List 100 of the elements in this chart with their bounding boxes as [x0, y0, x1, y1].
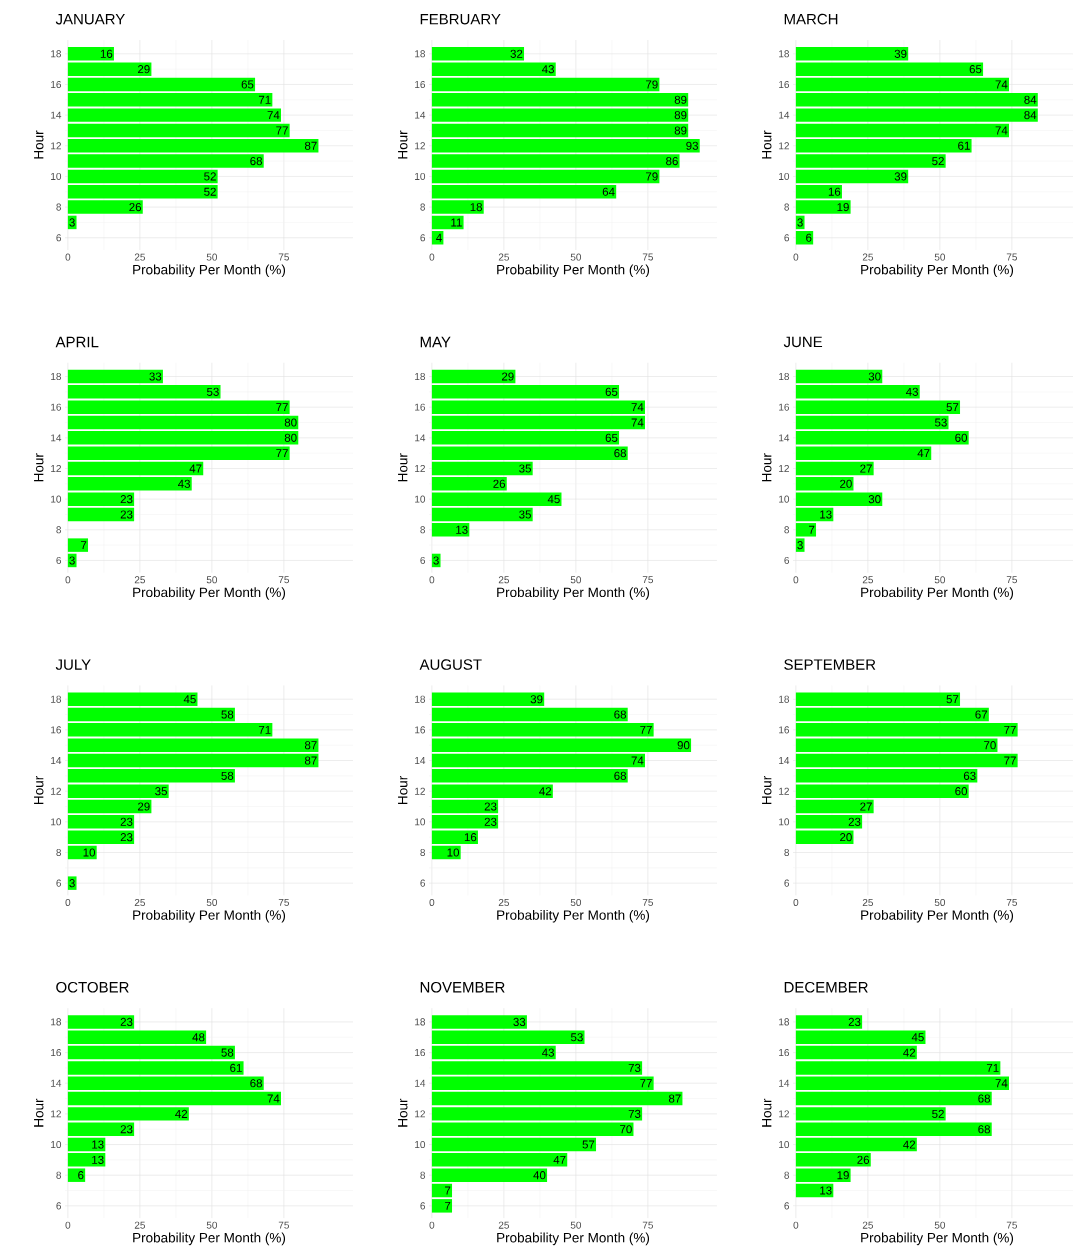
y-tick-label: 6	[56, 879, 62, 887]
chart-title: OCTOBER	[56, 981, 129, 993]
data-label: 40	[533, 1171, 546, 1180]
y-axis-title: Hour	[762, 776, 772, 804]
data-label: 93	[686, 141, 698, 150]
y-tick-label: 12	[51, 1110, 61, 1118]
data-label: 10	[447, 848, 460, 857]
y-tick-label: 16	[51, 726, 62, 734]
y-tick-label: 10	[779, 172, 790, 180]
y-tick-label: 16	[779, 403, 790, 411]
data-label: 57	[946, 695, 959, 704]
x-tick-label: 50	[934, 253, 946, 261]
data-label: 60	[955, 787, 968, 796]
y-tick-label: 6	[56, 234, 62, 242]
data-label: 87	[304, 141, 317, 150]
x-tick-label: 50	[934, 576, 946, 584]
x-tick-label: 50	[934, 898, 946, 907]
data-label: 65	[969, 65, 982, 74]
data-label: 11	[451, 218, 462, 227]
y-tick-label: 18	[415, 1018, 426, 1026]
y-tick-label: 14	[51, 757, 62, 764]
data-label: 60	[955, 433, 968, 442]
bar	[67, 77, 256, 92]
y-tick-label: 18	[779, 695, 790, 703]
data-label: 61	[230, 1063, 242, 1072]
y-tick-label: 18	[51, 1018, 62, 1026]
data-label: 26	[493, 479, 506, 488]
bar	[431, 799, 499, 814]
y-tick-label: 18	[51, 372, 62, 381]
bar	[431, 753, 645, 768]
y-tick-label: 10	[51, 1141, 62, 1149]
bar	[431, 415, 645, 430]
data-label: 84	[1024, 95, 1037, 104]
data-label: 64	[602, 187, 615, 196]
data-label: 61	[958, 141, 970, 150]
data-label: 30	[868, 372, 881, 381]
bar	[431, 169, 660, 184]
data-label: 19	[837, 1171, 849, 1180]
data-label: 43	[905, 387, 918, 396]
data-label: 65	[241, 80, 254, 89]
data-label: 77	[276, 126, 288, 135]
y-axis-title: Hour	[398, 776, 408, 804]
y-tick-label: 18	[779, 50, 790, 58]
y-tick-label: 12	[51, 464, 61, 472]
data-label: 23	[484, 817, 497, 826]
data-label: 48	[192, 1033, 205, 1042]
y-tick-label: 6	[56, 1202, 62, 1210]
x-axis-title: Probability Per Month (%)	[861, 264, 1014, 278]
y-tick-label: 14	[51, 1079, 62, 1087]
x-axis-title: Probability Per Month (%)	[133, 587, 286, 600]
y-axis-title: Hour	[34, 776, 44, 804]
bar	[795, 77, 1009, 92]
x-tick-label: 25	[498, 576, 510, 584]
data-label: 26	[129, 203, 142, 212]
x-axis-title: Probability Per Month (%)	[861, 909, 1014, 923]
data-label: 23	[484, 802, 497, 811]
y-tick-label: 10	[779, 495, 790, 503]
y-tick-label: 8	[56, 203, 62, 211]
y-tick-label: 8	[784, 1171, 790, 1179]
bar	[431, 1045, 556, 1060]
y-axis-title: Hour	[762, 130, 772, 159]
data-label: 73	[628, 1109, 641, 1118]
bar	[67, 169, 218, 184]
data-label: 13	[92, 1140, 104, 1149]
bar	[431, 707, 628, 722]
chart-title: SEPTEMBER	[784, 659, 876, 670]
data-label: 3	[797, 541, 803, 550]
data-label: 74	[631, 403, 644, 412]
x-tick-label: 0	[65, 253, 71, 261]
data-label: 16	[464, 833, 477, 842]
x-tick-label: 25	[498, 1221, 510, 1229]
y-tick-label: 14	[415, 111, 426, 119]
x-tick-label: 75	[642, 576, 654, 584]
data-label: 7	[445, 1201, 451, 1210]
bar	[431, 1183, 453, 1198]
y-tick-label: 14	[779, 757, 790, 764]
y-tick-label: 10	[51, 818, 62, 826]
data-label: 74	[995, 1079, 1008, 1088]
y-tick-label: 18	[779, 1018, 790, 1026]
y-tick-label: 14	[779, 1079, 790, 1087]
data-label: 74	[631, 756, 644, 765]
bar	[431, 507, 533, 522]
data-label: 13	[92, 1155, 104, 1164]
y-tick-label: 8	[420, 848, 426, 857]
x-tick-label: 50	[206, 898, 218, 907]
y-tick-label: 8	[420, 526, 426, 534]
y-tick-label: 14	[51, 111, 62, 119]
x-tick-label: 50	[206, 253, 218, 261]
data-label: 13	[820, 510, 832, 519]
chart-title: JUNE	[783, 336, 823, 348]
data-label: 43	[541, 1048, 554, 1057]
data-label: 3	[797, 218, 803, 227]
bar	[431, 845, 461, 860]
data-label: 30	[868, 495, 881, 504]
y-axis-title: Hour	[762, 453, 772, 482]
y-axis-title: Hour	[34, 130, 44, 159]
x-tick-label: 25	[498, 253, 510, 261]
y-axis-title: Hour	[398, 453, 408, 482]
y-tick-label: 14	[415, 1079, 426, 1087]
data-label: 23	[120, 495, 133, 504]
